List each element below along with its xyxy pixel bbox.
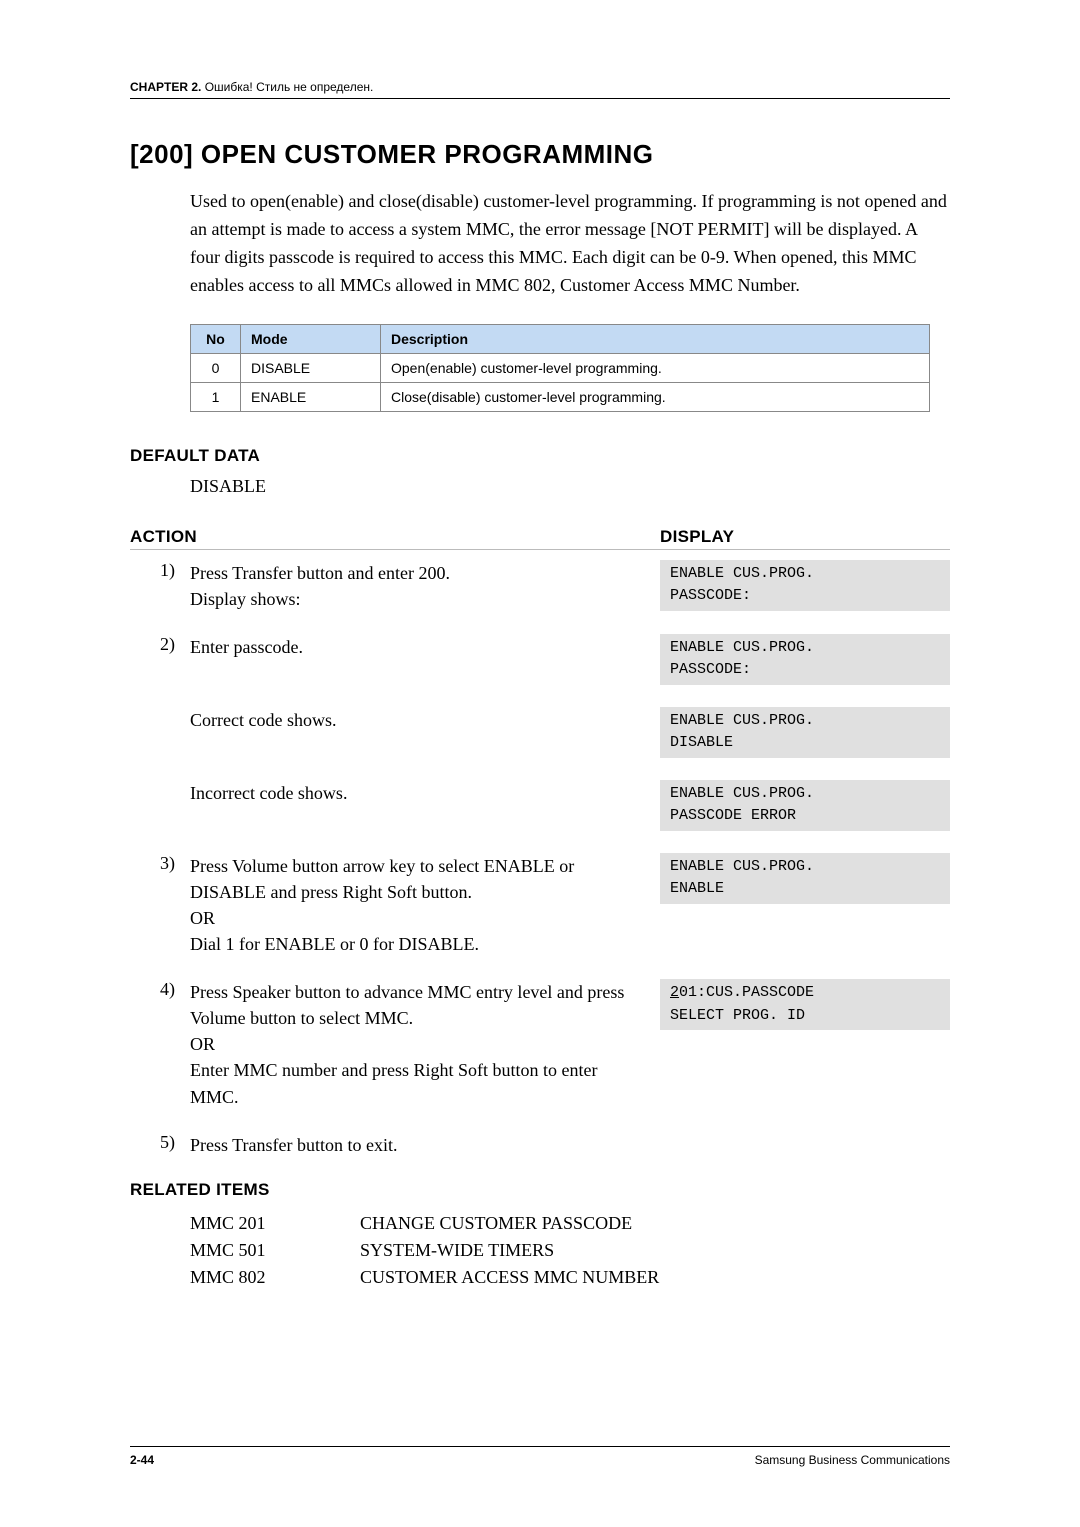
step-number: 1) [160, 560, 190, 612]
step-text: Press Speaker button to advance MMC entr… [190, 979, 660, 1109]
display-box: ENABLE CUS.PROG. DISABLE [660, 707, 950, 758]
footer-company: Samsung Business Communications [755, 1453, 950, 1467]
chapter-label: CHAPTER 2. [130, 80, 201, 94]
default-data-value: DISABLE [190, 476, 950, 497]
step-text: Press Transfer button to exit. [190, 1132, 660, 1158]
col-no: No [191, 324, 241, 353]
page-footer: 2-44 Samsung Business Communications [130, 1446, 950, 1467]
table-cell: Open(enable) customer-level programming. [381, 353, 930, 382]
table-cell: 0 [191, 353, 241, 382]
intro-paragraph: Used to open(enable) and close(disable) … [190, 188, 950, 300]
mode-table: No Mode Description 0DISABLEOpen(enable)… [190, 324, 930, 412]
related-label: SYSTEM-WIDE TIMERS [360, 1237, 554, 1264]
table-cell: DISABLE [241, 353, 381, 382]
related-item: MMC 501SYSTEM-WIDE TIMERS [190, 1237, 950, 1264]
step-text: Press Transfer button and enter 200. Dis… [190, 560, 660, 612]
step-number: 5) [160, 1132, 190, 1158]
step-number [160, 780, 190, 831]
step-row: 5)Press Transfer button to exit. [130, 1132, 950, 1158]
related-label: CUSTOMER ACCESS MMC NUMBER [360, 1264, 659, 1291]
action-display-header: ACTION DISPLAY [130, 527, 950, 547]
step-text: Correct code shows. [190, 707, 660, 758]
step-number [160, 707, 190, 758]
step-row: 1)Press Transfer button and enter 200. D… [130, 560, 950, 612]
step-number: 3) [160, 853, 190, 957]
display-box: ENABLE CUS.PROG. PASSCODE ERROR [660, 780, 950, 831]
table-cell: 1 [191, 382, 241, 411]
step-row: Incorrect code shows.ENABLE CUS.PROG. PA… [130, 780, 950, 831]
related-label: CHANGE CUSTOMER PASSCODE [360, 1210, 632, 1237]
display-heading: DISPLAY [660, 527, 950, 547]
step-number: 4) [160, 979, 190, 1109]
step-text: Incorrect code shows. [190, 780, 660, 831]
page-header: CHAPTER 2. Ошибка! Стиль не определен. [130, 80, 950, 99]
step-number: 2) [160, 634, 190, 685]
step-row: 3)Press Volume button arrow key to selec… [130, 853, 950, 957]
step-text: Enter passcode. [190, 634, 660, 685]
page-number: 2-44 [130, 1453, 154, 1467]
table-cell: ENABLE [241, 382, 381, 411]
divider [130, 549, 950, 550]
display-box: ENABLE CUS.PROG. PASSCODE: [660, 634, 950, 685]
display-box: ENABLE CUS.PROG. ENABLE [660, 853, 950, 904]
default-data-heading: DEFAULT DATA [130, 446, 950, 466]
table-header-row: No Mode Description [191, 324, 930, 353]
related-items-list: MMC 201CHANGE CUSTOMER PASSCODEMMC 501SY… [190, 1210, 950, 1291]
related-code: MMC 501 [190, 1237, 360, 1264]
table-row: 1ENABLEClose(disable) customer-level pro… [191, 382, 930, 411]
display-box: ENABLE CUS.PROG. PASSCODE: [660, 560, 950, 611]
step-row: 4)Press Speaker button to advance MMC en… [130, 979, 950, 1109]
related-code: MMC 201 [190, 1210, 360, 1237]
col-description: Description [381, 324, 930, 353]
related-item: MMC 201CHANGE CUSTOMER PASSCODE [190, 1210, 950, 1237]
step-text: Press Volume button arrow key to select … [190, 853, 660, 957]
step-row: 2)Enter passcode.ENABLE CUS.PROG. PASSCO… [130, 634, 950, 685]
related-item: MMC 802CUSTOMER ACCESS MMC NUMBER [190, 1264, 950, 1291]
step-row: Correct code shows.ENABLE CUS.PROG. DISA… [130, 707, 950, 758]
table-row: 0DISABLEOpen(enable) customer-level prog… [191, 353, 930, 382]
table-cell: Close(disable) customer-level programmin… [381, 382, 930, 411]
chapter-note: Ошибка! Стиль не определен. [205, 80, 374, 94]
page-title: [200] OPEN CUSTOMER PROGRAMMING [130, 139, 950, 170]
col-mode: Mode [241, 324, 381, 353]
action-heading: ACTION [130, 527, 197, 547]
display-box: 201:CUS.PASSCODE SELECT PROG. ID [660, 979, 950, 1030]
related-code: MMC 802 [190, 1264, 360, 1291]
related-items-heading: RELATED ITEMS [130, 1180, 950, 1200]
